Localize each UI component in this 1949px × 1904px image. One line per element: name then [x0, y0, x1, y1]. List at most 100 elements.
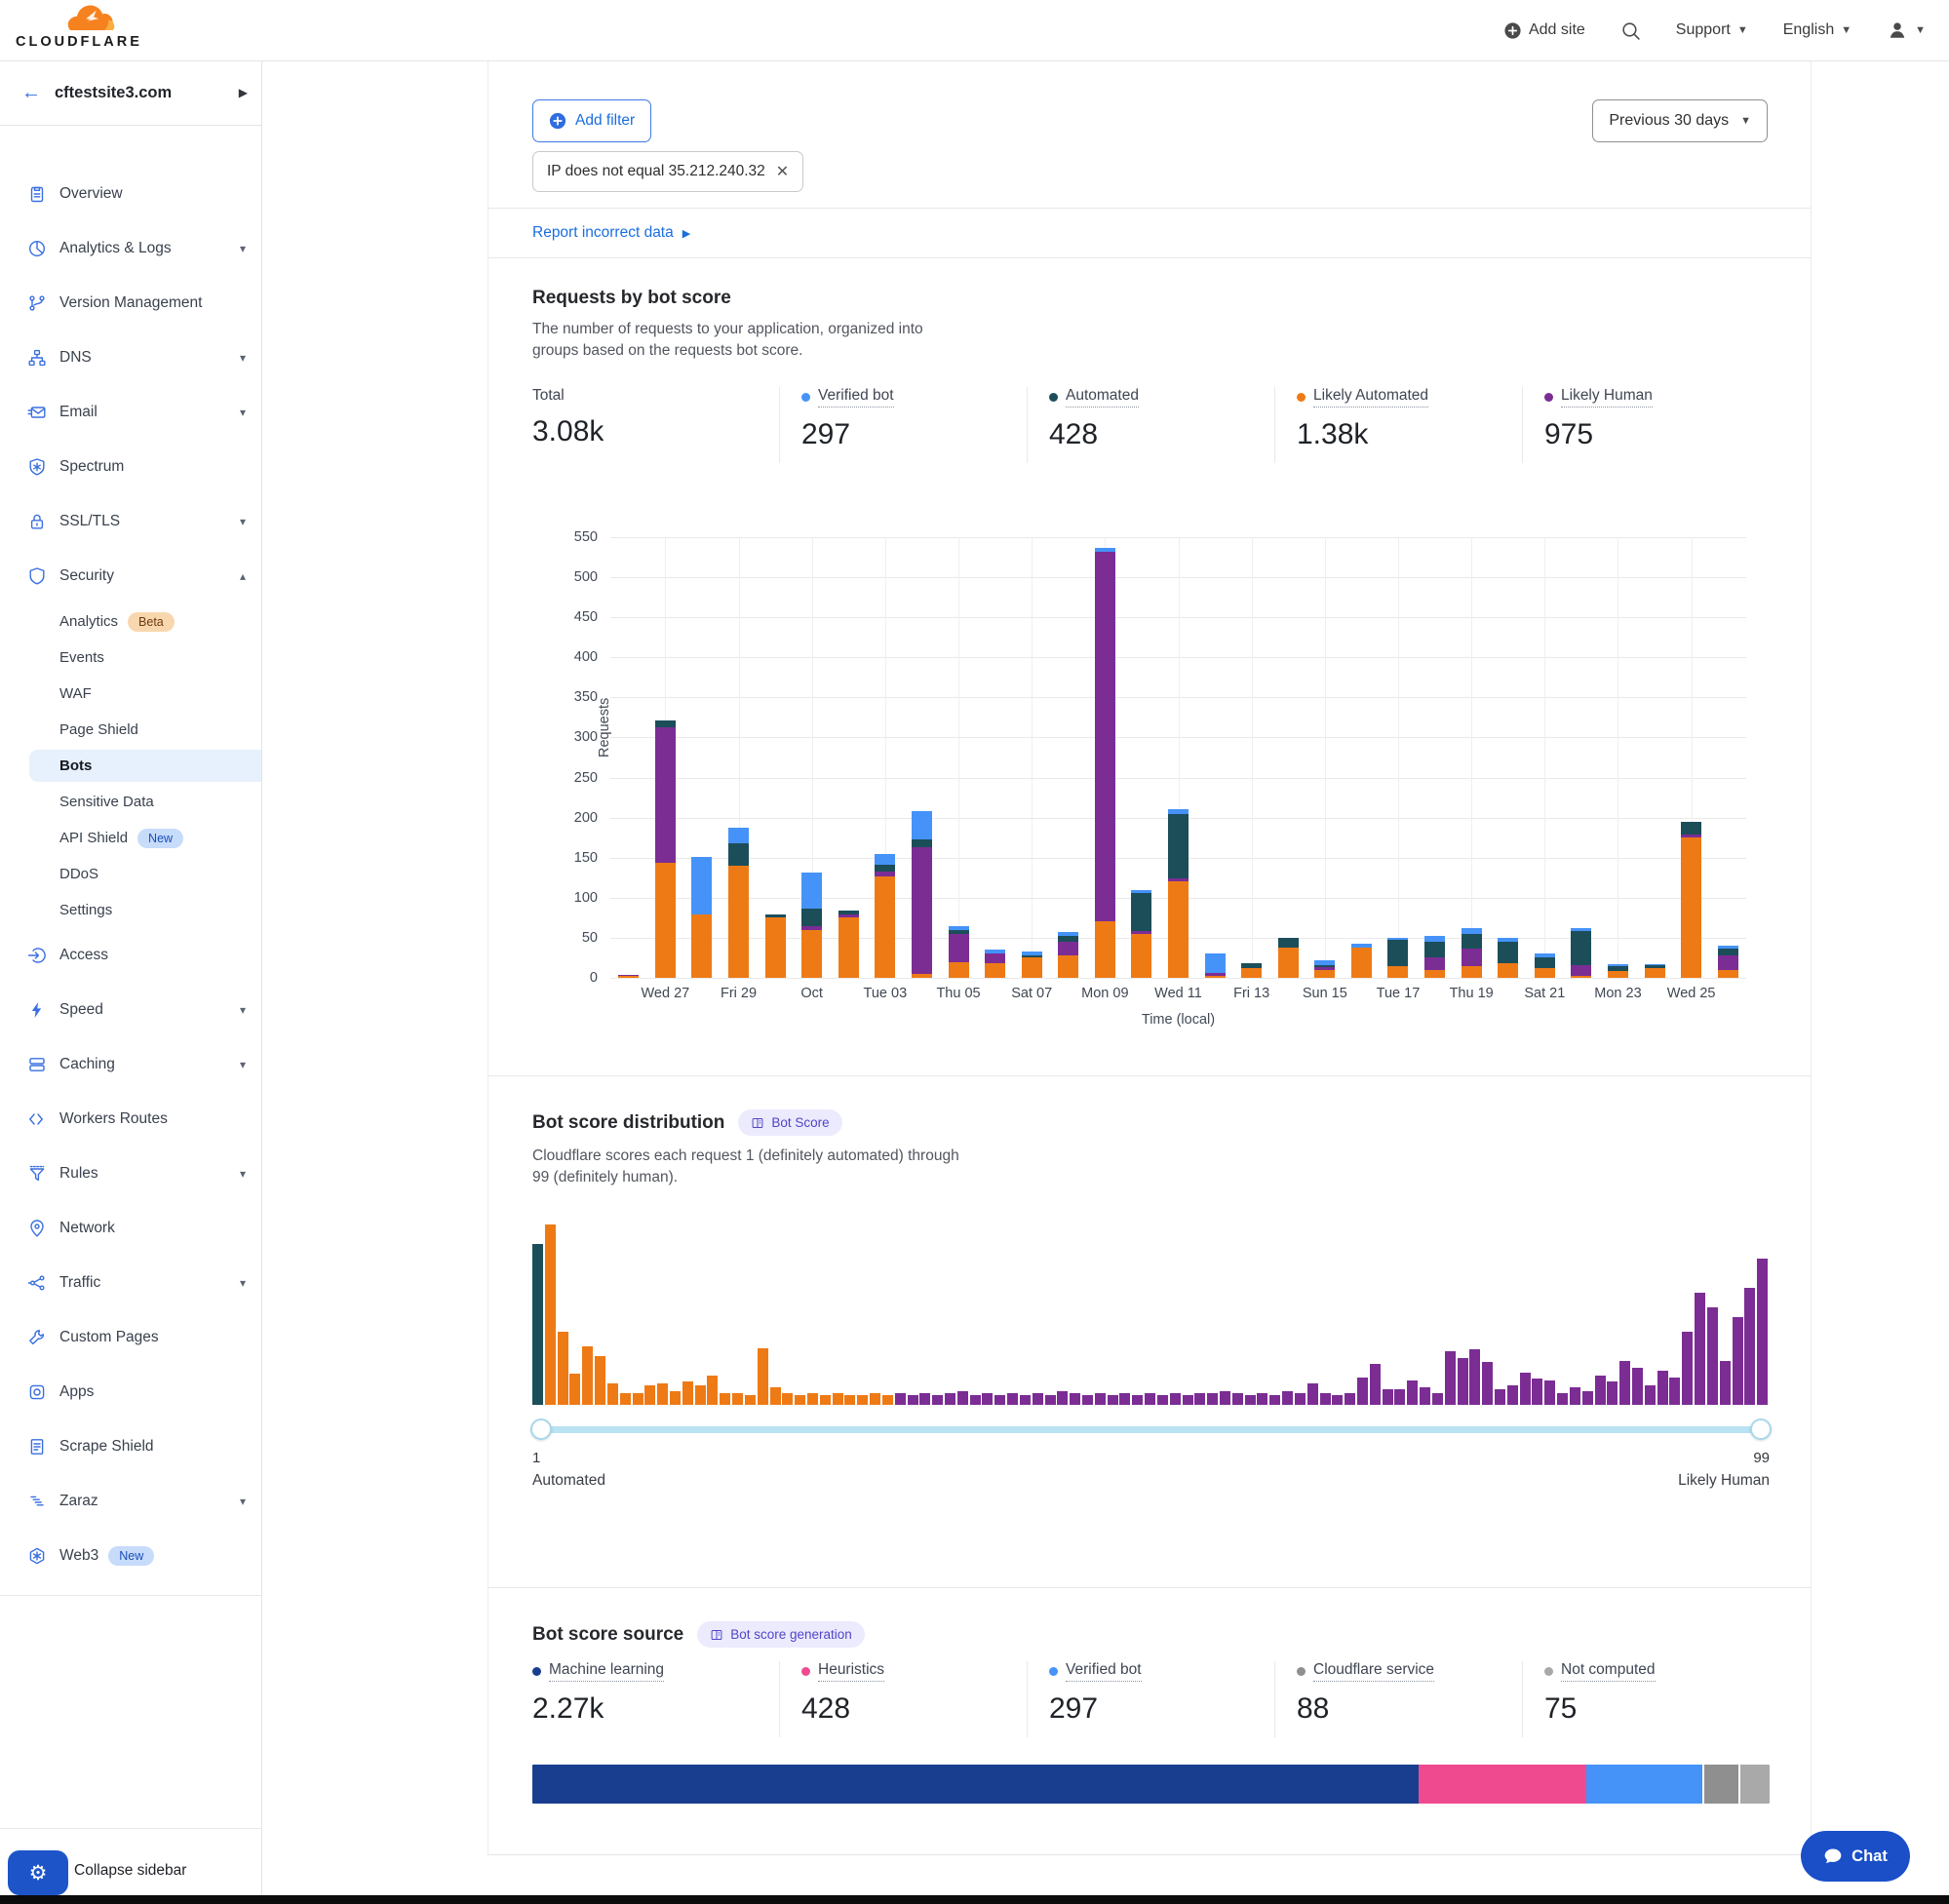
- security-icon: [27, 566, 47, 586]
- x-tick-label: Wed 11: [1154, 986, 1202, 1001]
- close-icon[interactable]: ✕: [776, 162, 789, 181]
- bar-segment-likely-automated: [1424, 970, 1445, 978]
- sidebar-item-analytics[interactable]: AnalyticsBeta: [0, 603, 261, 640]
- filter-chip-label: IP does not equal 35.212.240.32: [547, 163, 765, 180]
- histogram-bar: [1257, 1393, 1267, 1405]
- chart-bar: [1718, 946, 1738, 978]
- sidebar-item-speed[interactable]: Speed▾: [0, 983, 261, 1037]
- source-segment-verified-bot: [1586, 1765, 1702, 1804]
- beta-badge: Beta: [128, 612, 175, 632]
- settings-gear-button[interactable]: ⚙: [8, 1850, 68, 1895]
- stat-label-automated[interactable]: Automated: [1049, 387, 1139, 408]
- sidebar-item-workers-routes[interactable]: Workers Routes: [0, 1092, 261, 1146]
- stat-label-cloudflare-service[interactable]: Cloudflare service: [1297, 1661, 1434, 1682]
- sidebar-item-apps[interactable]: Apps: [0, 1365, 261, 1419]
- histogram-bar: [932, 1395, 943, 1405]
- sidebar-item-dns[interactable]: DNS▾: [0, 330, 261, 385]
- histogram-bar: [720, 1393, 730, 1405]
- requests-by-bot-score-card: Requests by bot score The number of requ…: [488, 258, 1811, 1075]
- collapse-sidebar-button[interactable]: Collapse sidebar: [74, 1862, 186, 1880]
- language-menu[interactable]: English ▼: [1783, 21, 1852, 39]
- sidebar-item-bots[interactable]: Bots: [0, 748, 261, 784]
- back-arrow-icon[interactable]: ←: [21, 82, 41, 104]
- add-filter-button[interactable]: Add filter: [532, 99, 651, 142]
- legend-dot: [1544, 393, 1553, 402]
- histogram-bar: [770, 1387, 781, 1405]
- sidebar-item-ssl-tls[interactable]: SSL/TLS▾: [0, 494, 261, 549]
- support-menu[interactable]: Support ▼: [1676, 21, 1748, 39]
- bot-score-badge[interactable]: Bot Score: [738, 1109, 841, 1136]
- sidebar-item-access[interactable]: Access: [0, 928, 261, 983]
- sidebar-item-label: Workers Routes: [59, 1110, 168, 1128]
- stat-label-machine-learning[interactable]: Machine learning: [532, 1661, 664, 1682]
- chat-button[interactable]: Chat: [1801, 1831, 1910, 1882]
- sidebar-item-email[interactable]: Email▾: [0, 385, 261, 440]
- stat-value-cloudflare-service: 88: [1297, 1692, 1522, 1726]
- stat-label-verified-bot[interactable]: Verified bot: [801, 387, 894, 408]
- sidebar-item-overview[interactable]: Overview: [0, 167, 261, 221]
- sidebar-item-rules[interactable]: Rules▾: [0, 1146, 261, 1201]
- histogram-bar: [682, 1381, 693, 1405]
- histogram-bar: [1432, 1393, 1443, 1405]
- sidebar-item-settings[interactable]: Settings: [0, 892, 261, 928]
- source-badge-label: Bot score generation: [730, 1627, 852, 1642]
- chart-bar: [691, 857, 712, 978]
- bar-segment-likely-automated: [1058, 955, 1078, 978]
- sidebar-item-version-management[interactable]: Version Management: [0, 276, 261, 330]
- stat-label-heuristics[interactable]: Heuristics: [801, 1661, 884, 1682]
- chart-bar: [1535, 953, 1555, 978]
- stat-label-total[interactable]: Total: [532, 387, 565, 405]
- report-incorrect-data-link[interactable]: Report incorrect data ▶: [532, 224, 690, 242]
- slider-handle-max[interactable]: [1750, 1418, 1772, 1440]
- date-range-dropdown[interactable]: Previous 30 days ▼: [1592, 99, 1768, 142]
- bot-score-generation-badge[interactable]: Bot score generation: [697, 1621, 865, 1648]
- sidebar-item-web3[interactable]: Web3New: [0, 1529, 261, 1583]
- sidebar-item-events[interactable]: Events: [0, 640, 261, 676]
- caret-right-icon[interactable]: ▶: [239, 86, 248, 99]
- stat-label-not-computed[interactable]: Not computed: [1544, 1661, 1656, 1682]
- bar-segment-automated: [1571, 931, 1591, 965]
- histogram-bar: [732, 1393, 743, 1405]
- bot-score-distribution-card: Bot score distribution Bot Score Cloudfl…: [488, 1076, 1811, 1587]
- sidebar-item-label: Version Management: [59, 294, 202, 312]
- search-icon[interactable]: [1620, 20, 1641, 41]
- sidebar-item-security[interactable]: Security▴: [0, 549, 261, 603]
- sidebar-item-caching[interactable]: Caching▾: [0, 1037, 261, 1092]
- sidebar-item-page-shield[interactable]: Page Shield: [0, 712, 261, 748]
- bar-segment-automated: [1387, 940, 1408, 966]
- sidebar-item-label: API Shield: [59, 830, 128, 846]
- sidebar-item-network[interactable]: Network: [0, 1201, 261, 1256]
- histogram-bar: [1520, 1373, 1531, 1405]
- sidebar-item-traffic[interactable]: Traffic▾: [0, 1256, 261, 1310]
- stat-label-verified-bot[interactable]: Verified bot: [1049, 1661, 1142, 1682]
- filter-chip[interactable]: IP does not equal 35.212.240.32 ✕: [532, 151, 803, 192]
- account-menu[interactable]: ▼: [1887, 19, 1926, 41]
- stat-label-text: Likely Human: [1561, 387, 1653, 408]
- sidebar-item-scrape-shield[interactable]: Scrape Shield: [0, 1419, 261, 1474]
- sidebar-item-spectrum[interactable]: Spectrum: [0, 440, 261, 494]
- bar-segment-likely-automated: [1022, 957, 1042, 978]
- sidebar-item-waf[interactable]: WAF: [0, 676, 261, 712]
- histogram-bar: [1458, 1358, 1468, 1405]
- chart-bar: [1645, 964, 1665, 978]
- add-site-button[interactable]: Add site: [1503, 21, 1585, 40]
- caching-icon: [27, 1055, 47, 1074]
- site-row: ← cftestsite3.com ▶: [0, 60, 261, 126]
- sidebar-item-sensitive-data[interactable]: Sensitive Data: [0, 784, 261, 820]
- stat-label-likely-human[interactable]: Likely Human: [1544, 387, 1653, 408]
- sidebar-item-ddos[interactable]: DDoS: [0, 856, 261, 892]
- version-icon: [27, 293, 47, 313]
- stat-label-likely-automated[interactable]: Likely Automated: [1297, 387, 1428, 408]
- slider-track[interactable]: [532, 1426, 1770, 1433]
- histogram-bar: [607, 1383, 618, 1405]
- chart-bar: [1022, 952, 1042, 978]
- sidebar-item-zaraz[interactable]: Zaraz▾: [0, 1474, 261, 1529]
- histogram-bar: [857, 1395, 868, 1405]
- sidebar-item-api-shield[interactable]: API ShieldNew: [0, 820, 261, 856]
- chart-bar: [1424, 936, 1445, 978]
- sidebar-item-analytics-logs[interactable]: Analytics & Logs▾: [0, 221, 261, 276]
- legend-dot: [532, 1667, 541, 1676]
- chart-bar: [1462, 928, 1482, 978]
- sidebar-item-custom-pages[interactable]: Custom Pages: [0, 1310, 261, 1365]
- slider-handle-min[interactable]: [530, 1418, 552, 1440]
